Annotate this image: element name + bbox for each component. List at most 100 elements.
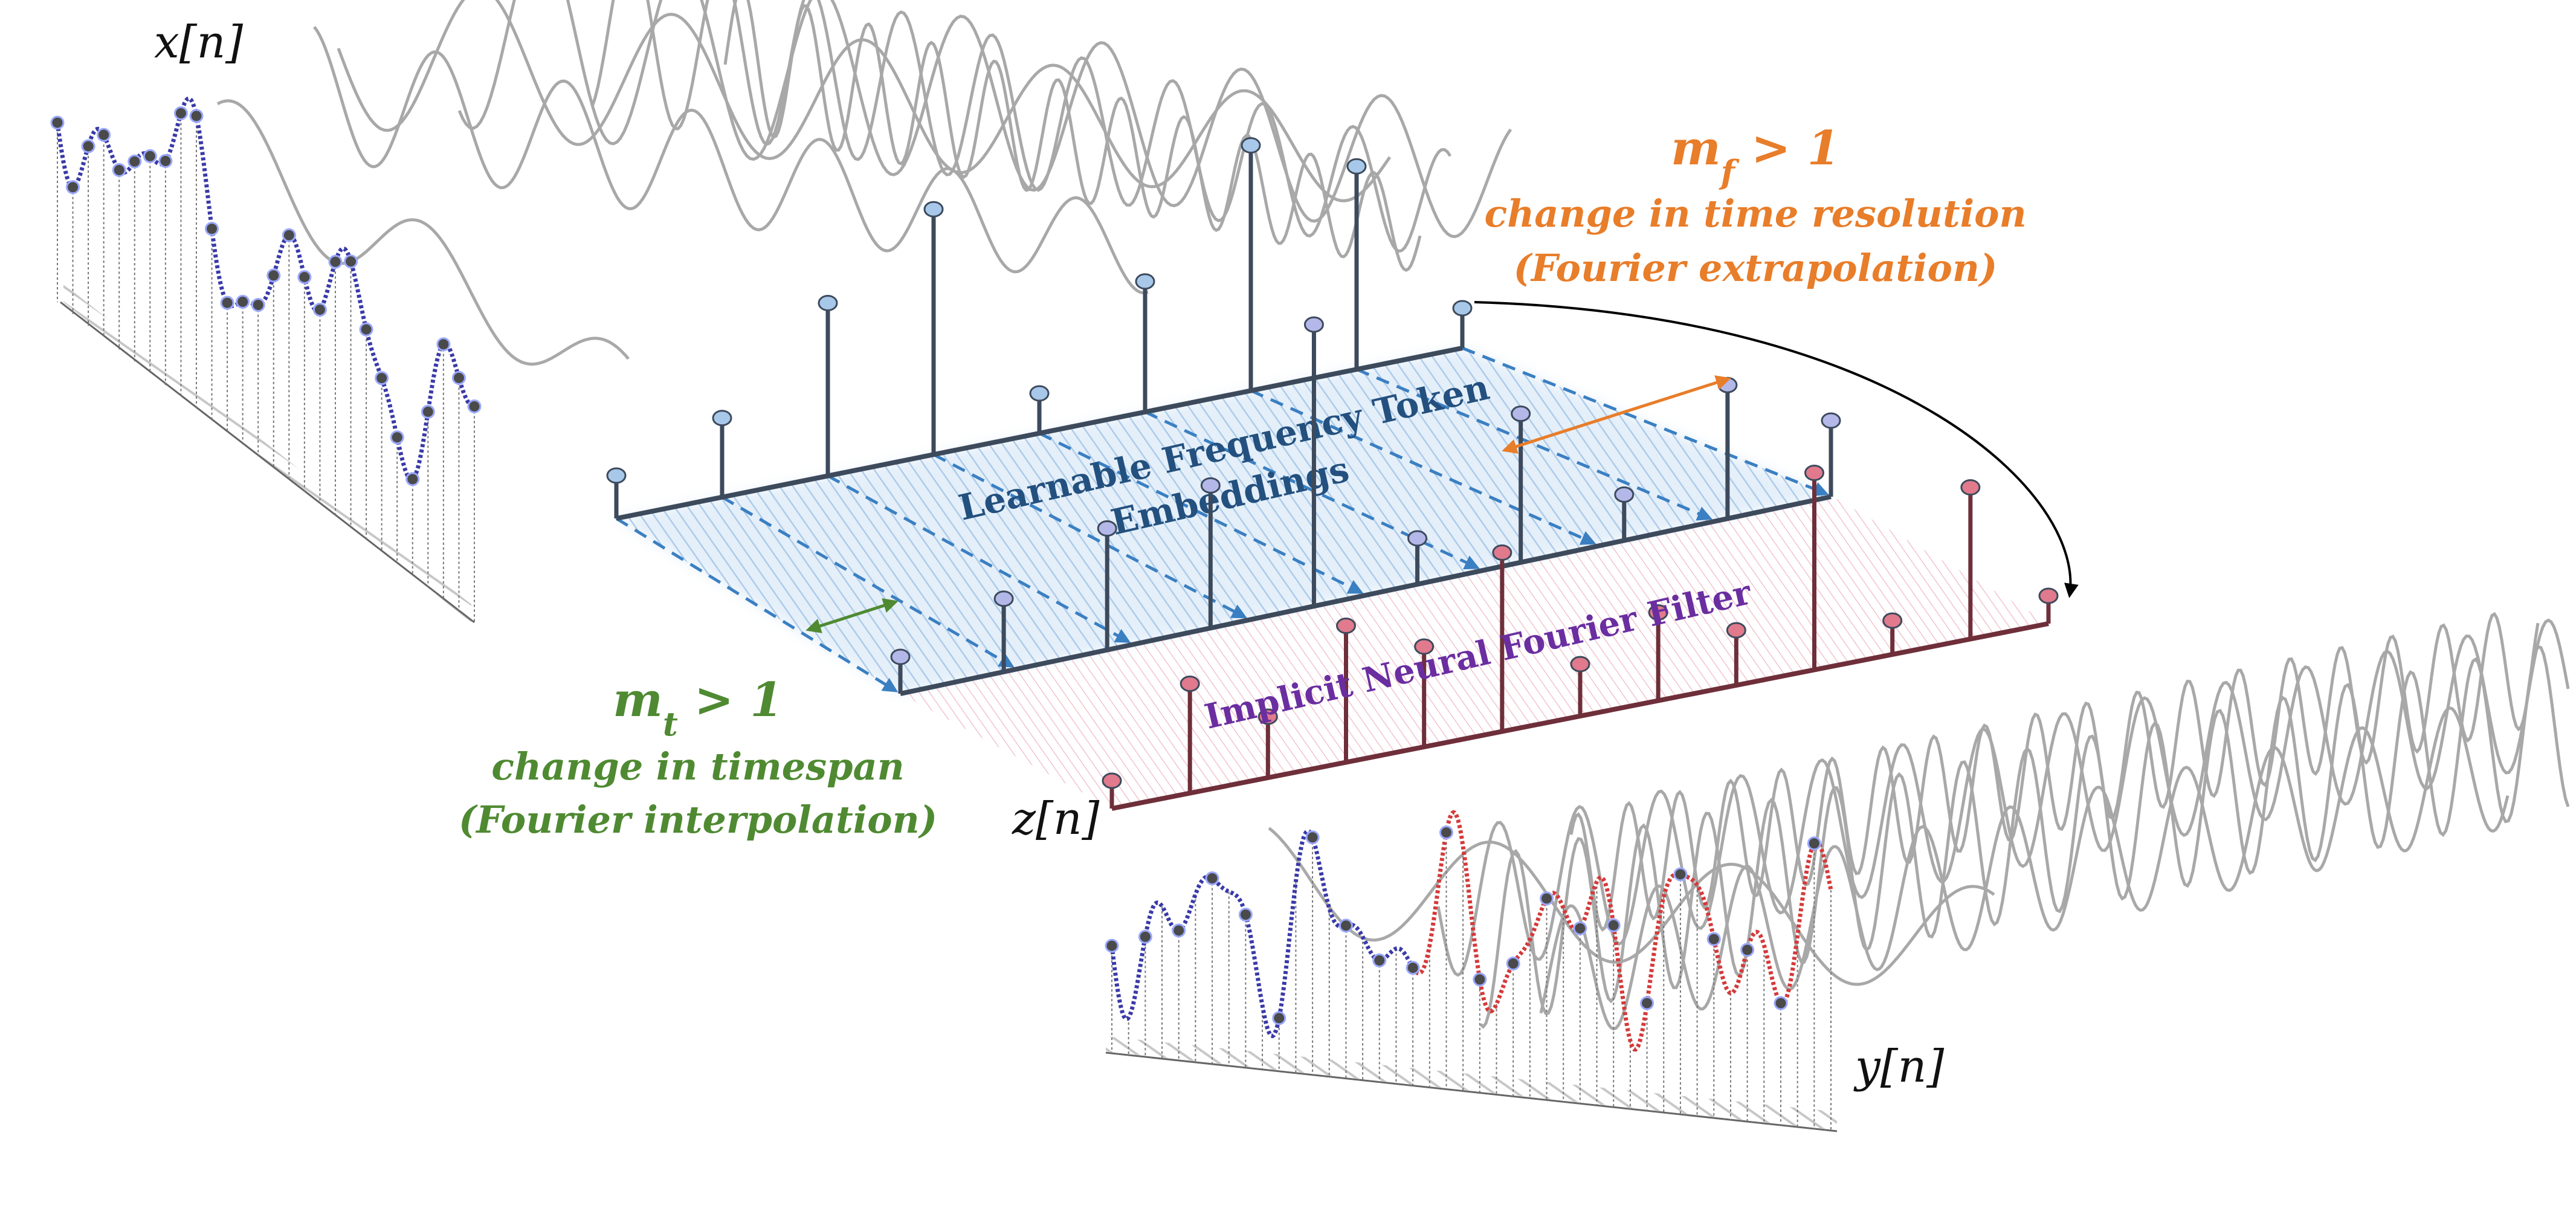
input-sample-dot — [175, 107, 187, 119]
input-signal-baseline — [60, 302, 474, 622]
embedding-front-head — [1512, 407, 1530, 421]
input-sample-dot — [391, 431, 403, 444]
input-sample-dot — [82, 140, 94, 152]
output-sample-dot — [1674, 868, 1687, 880]
input-sample-dot — [113, 164, 125, 176]
embedding-back-head — [1242, 138, 1260, 153]
mf-title: mf > 1 — [1671, 121, 1840, 192]
filter-head — [2039, 589, 2058, 603]
background-basis-waves-top — [218, 0, 1511, 364]
embedding-front-head — [891, 650, 909, 664]
embedding-back-head — [1348, 159, 1366, 173]
embedding-front-head — [1615, 487, 1633, 502]
output-sample-dot — [1742, 944, 1754, 956]
output-sample-dot — [1507, 957, 1519, 969]
filter-head — [1727, 623, 1745, 638]
filter-head — [1493, 546, 1511, 560]
input-sample-dot — [283, 229, 295, 241]
output-sample-dot — [1440, 827, 1452, 839]
token-signal-label: z[n] — [1012, 793, 1100, 845]
input-sample-dot — [329, 256, 341, 268]
input-sample-dot — [360, 323, 372, 335]
filter-head — [1961, 480, 1980, 495]
output-sample-dot — [1340, 920, 1352, 932]
output-sample-dot — [1206, 872, 1218, 884]
output-sample-dot — [1306, 831, 1319, 844]
input-sample-dot — [268, 270, 280, 282]
output-sample-dot — [1139, 931, 1151, 943]
input-sample-dot — [237, 295, 249, 308]
input-sample-dot — [98, 129, 110, 141]
embedding-front-head — [1305, 317, 1323, 332]
embedding-back-head — [607, 468, 625, 483]
output-sample-dot — [1474, 973, 1486, 986]
input-signal-trace — [57, 98, 474, 480]
output-signal-label: y[n] — [1853, 1041, 1944, 1093]
input-signal-panel: x[n] — [51, 16, 480, 622]
input-sample-dot — [221, 297, 233, 309]
embedding-back-head — [1136, 274, 1154, 289]
filter-head — [1103, 773, 1121, 788]
input-sample-dot — [51, 117, 63, 129]
embedding-back-head — [925, 202, 943, 216]
mt-method: (Fourier interpolation) — [459, 798, 937, 842]
filter-head — [1884, 613, 1902, 628]
embedding-front-head — [1098, 521, 1116, 536]
mt-annotation: mt > 1 change in timespan (Fourier inter… — [459, 673, 937, 842]
input-sample-dot — [190, 110, 202, 122]
filter-head — [1571, 657, 1589, 671]
background-wave — [459, 0, 1511, 237]
output-sample-dot — [1708, 933, 1720, 945]
input-signal-label: x[n] — [154, 16, 243, 68]
embedding-front-head — [1201, 478, 1219, 492]
mf-method: (Fourier extrapolation) — [1514, 246, 1998, 290]
output-signal-shadow — [1106, 1036, 1837, 1130]
input-sample-dot — [314, 303, 326, 315]
embedding-front-head — [1822, 413, 1840, 428]
input-sample-dot — [407, 473, 419, 485]
input-signal-stems — [57, 113, 474, 622]
output-signal-panel: y[n] — [1106, 812, 1944, 1131]
input-sample-dot — [67, 181, 79, 193]
input-sample-dot — [422, 405, 434, 418]
input-sample-dot — [468, 400, 480, 412]
input-sample-dot — [252, 299, 264, 311]
filter-head — [1181, 677, 1199, 691]
input-sample-dot — [206, 223, 218, 235]
mf-annotation: mf > 1 change in time resolution (Fourie… — [1484, 121, 2026, 290]
output-signal-baseline — [1106, 1053, 1837, 1131]
input-sample-dot — [376, 372, 388, 384]
embedding-front-head — [995, 592, 1013, 606]
embedding-front-head — [1409, 531, 1427, 546]
embedding-back-head — [819, 296, 837, 311]
input-signal-samples — [51, 107, 480, 485]
embedding-back-head — [713, 411, 731, 425]
filter-head — [1806, 466, 1824, 480]
output-sample-dot — [1407, 962, 1419, 974]
filter-head — [1337, 619, 1355, 633]
output-sample-dot — [1808, 838, 1820, 850]
input-sample-dot — [453, 372, 465, 384]
embedding-back-head — [1453, 301, 1471, 315]
output-sample-dot — [1374, 954, 1386, 966]
input-sample-dot — [437, 338, 450, 350]
input-sample-dot — [129, 155, 141, 167]
mt-title: mt > 1 — [613, 673, 783, 743]
embedding-back-head — [1030, 386, 1048, 401]
output-sample-dot — [1574, 922, 1586, 934]
mt-description: change in timespan — [491, 744, 904, 789]
output-sample-dot — [1273, 1012, 1285, 1024]
input-sample-dot — [299, 271, 311, 283]
output-sample-dot — [1106, 940, 1118, 952]
input-sample-dot — [144, 150, 156, 162]
input-sample-dot — [160, 155, 172, 167]
output-sample-dot — [1541, 893, 1553, 905]
output-sample-dot — [1641, 997, 1653, 1009]
output-interpolated-trace — [1112, 831, 1414, 1036]
input-sample-dot — [345, 256, 357, 268]
output-sample-dot — [1607, 919, 1619, 931]
output-sample-dot — [1239, 909, 1251, 921]
output-sample-dot — [1173, 925, 1185, 937]
background-wave — [592, 0, 1450, 251]
